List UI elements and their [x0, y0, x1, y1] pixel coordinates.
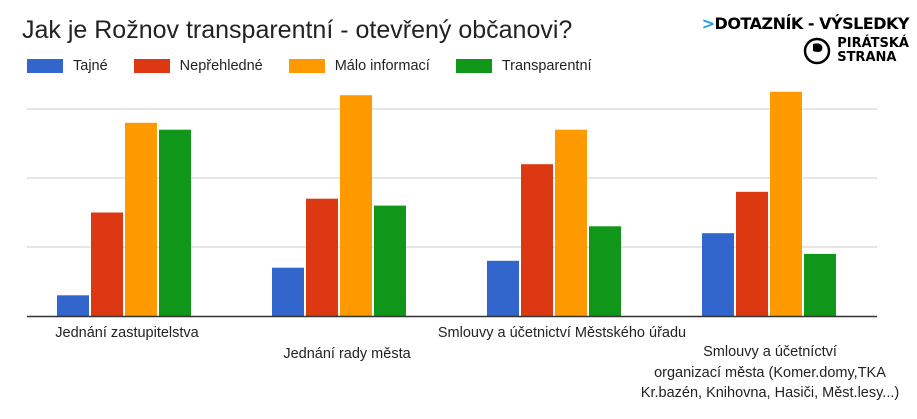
logo-party-2: STRANA [837, 50, 897, 65]
category-label-line: Jednání rady města [283, 346, 411, 362]
bar-2-3 [589, 226, 621, 316]
category-label-line: Smlouvy a účetnictví Městského úřadu [437, 325, 687, 341]
bar-3-0 [702, 233, 734, 316]
bar-3-3 [804, 253, 836, 316]
legend-label: Tajné [73, 58, 108, 74]
legend-swatch [455, 59, 492, 73]
bar-1-0 [272, 267, 304, 316]
legend-label: Málo informací [334, 58, 430, 74]
bar-2-0 [487, 260, 519, 316]
legend-item-neprehledne: Nepřehledné [133, 58, 263, 74]
category-label-line: Smlouvy a účetníctví [703, 344, 837, 360]
category-label: Smlouvy a účetnictví Městského úřadu [438, 323, 686, 344]
category-label: Jednání zastupitelstva [55, 323, 198, 344]
bar-0-2 [125, 122, 157, 316]
legend: Tajné Nepřehledné Málo informací Transpa… [27, 58, 618, 74]
bar-3-1 [736, 191, 768, 316]
bar-1-1 [306, 198, 338, 316]
legend-swatch [288, 59, 325, 73]
bar-1-3 [374, 205, 406, 316]
logo-title: DOTAZNÍK - VÝSLEDKY [714, 14, 910, 33]
category-label-line: organizací města (Komer.domy,TKA [654, 364, 886, 381]
bar-1-2 [340, 95, 372, 316]
chevron-icon: > [701, 14, 715, 33]
bar-0-3 [159, 129, 191, 316]
category-label-line: Jednání zastupitelstva [55, 325, 199, 341]
legend-item-transparentni: Transparentní [455, 58, 592, 74]
chart-title: Jak je Rožnov transparentní - otevřený o… [22, 16, 573, 44]
category-label-line: Kr.bazén, Knihovna, Hasiči, Měst.lesy...… [640, 385, 900, 401]
category-label: Jednání rady města [283, 344, 410, 365]
legend-item-tajne: Tajné [27, 58, 108, 74]
legend-item-malo-informaci: Málo informací [288, 58, 430, 74]
bar-2-1 [521, 164, 553, 316]
legend-label: Nepřehledné [179, 58, 263, 74]
bar-3-2 [770, 91, 802, 316]
bar-0-1 [91, 212, 123, 316]
bar-0-0 [57, 295, 89, 316]
legend-swatch [133, 59, 170, 73]
category-label: Smlouvy a účetníctví organizací města (Ko… [641, 342, 899, 404]
logo-party-1: PIRÁTSKÁ [837, 36, 909, 51]
logo: >DOTAZNÍK - VÝSLEDKY PIRÁTSKÁ STRANA [701, 14, 910, 65]
legend-label: Transparentní [501, 58, 592, 74]
pirate-flag-icon [803, 37, 831, 65]
legend-swatch [27, 59, 63, 73]
bar-2-2 [555, 129, 587, 316]
